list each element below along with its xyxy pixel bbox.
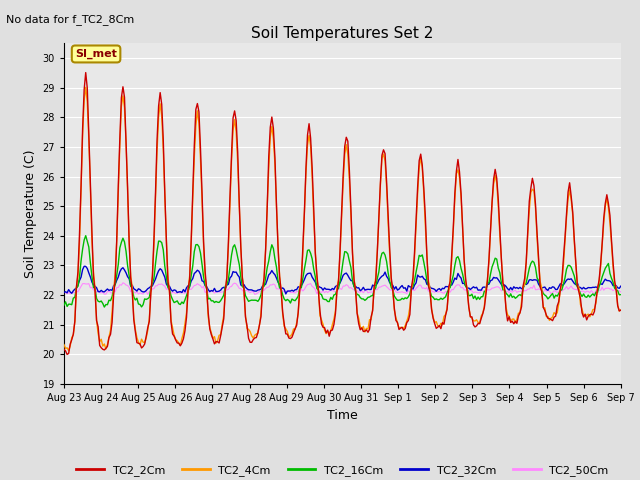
Y-axis label: Soil Temperature (C): Soil Temperature (C): [24, 149, 37, 278]
X-axis label: Time: Time: [327, 408, 358, 421]
Text: SI_met: SI_met: [75, 49, 117, 59]
Text: No data for f_TC2_8Cm: No data for f_TC2_8Cm: [6, 14, 134, 25]
Legend: TC2_2Cm, TC2_4Cm, TC2_16Cm, TC2_32Cm, TC2_50Cm: TC2_2Cm, TC2_4Cm, TC2_16Cm, TC2_32Cm, TC…: [72, 461, 613, 480]
Title: Soil Temperatures Set 2: Soil Temperatures Set 2: [252, 25, 433, 41]
